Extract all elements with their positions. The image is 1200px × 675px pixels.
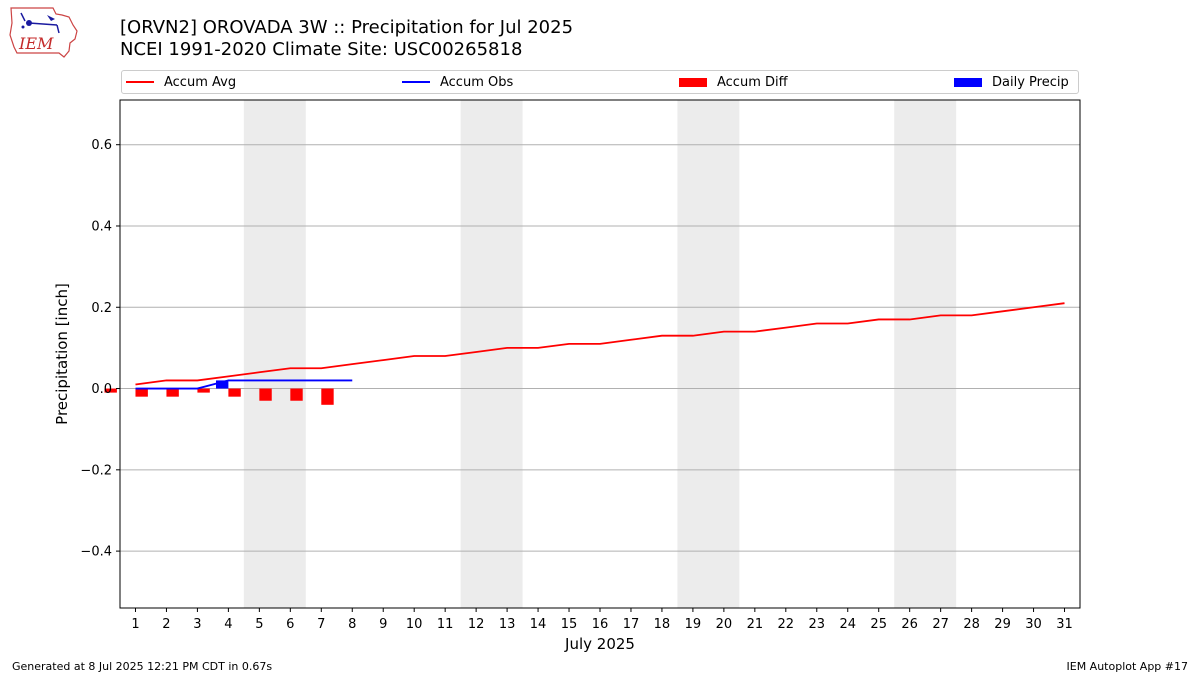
legend-item-accum-diff: Accum Diff [679,71,788,93]
x-tick-label: 31 [1056,617,1073,632]
y-tick-label: −0.2 [80,463,112,478]
x-tick-label: 21 [747,617,764,632]
weekend-band [894,100,957,608]
x-tick-label: 11 [437,617,454,632]
x-tick-label: 28 [963,617,980,632]
accum-diff-bar [166,388,179,397]
x-axis-label: July 2025 [564,635,635,653]
x-tick-label: 16 [592,617,609,632]
weekend-band [460,100,523,608]
accum-diff-bar [321,388,334,405]
x-tick-label: 4 [224,617,232,632]
x-tick-label: 3 [193,617,201,632]
chart-title: [ORVN2] OROVADA 3W :: Precipitation for … [120,17,574,38]
x-tick-label: 9 [379,617,387,632]
logo-text: IEM [18,34,54,53]
app-credit: IEM Autoplot App #17 [1066,660,1189,673]
x-tick-label: 29 [994,617,1011,632]
y-tick-label: 0.0 [91,382,112,397]
x-tick-label: 5 [255,617,263,632]
x-tick-label: 1 [131,617,139,632]
x-tick-label: 2 [162,617,170,632]
x-tick-label: 13 [499,617,516,632]
y-tick-label: −0.4 [80,545,112,560]
x-tick-label: 27 [932,617,949,632]
legend-swatch-daily-precip [954,77,982,87]
x-tick-label: 8 [348,617,356,632]
x-tick-label: 6 [286,617,294,632]
x-tick-label: 24 [839,617,856,632]
x-tick-label: 22 [778,617,795,632]
x-tick-label: 19 [685,617,702,632]
x-tick-label: 12 [468,617,485,632]
y-axis-label: Precipitation [inch] [53,283,71,425]
x-tick-label: 25 [870,617,887,632]
legend-label-accum-diff: Accum Diff [717,74,788,90]
y-tick-label: 0.4 [91,219,112,234]
legend-swatch-accum-diff [679,77,707,87]
x-tick-label: 26 [901,617,918,632]
x-tick-label: 10 [406,617,423,632]
accum-avg-line [135,302,1065,386]
legend-swatch-accum-avg [126,81,154,83]
x-tick-label: 17 [623,617,640,632]
legend-item-accum-obs: Accum Obs [402,71,513,93]
x-tick-label: 15 [561,617,578,632]
x-tick-label: 20 [716,617,733,632]
x-tick-label: 7 [317,617,325,632]
x-tick-label: 30 [1025,617,1042,632]
x-tick-label: 18 [654,617,671,632]
y-tick-label: 0.6 [91,138,112,153]
accum-diff-bar [259,388,272,401]
legend-label-accum-avg: Accum Avg [164,74,237,90]
weekend-band [243,100,306,608]
legend-label-daily-precip: Daily Precip [992,74,1069,90]
legend-label-accum-obs: Accum Obs [440,74,514,90]
daily-precip-bar [216,380,229,389]
accum-diff-bar [104,388,117,393]
legend-item-daily-precip: Daily Precip [954,71,1069,93]
legend-swatch-accum-obs [402,81,430,83]
accum-diff-bar [228,388,241,397]
iem-logo-icon: IEM [9,7,78,58]
chart-legend: Accum Avg Accum Obs Accum Diff Daily Pre… [121,70,1079,94]
chart-subtitle: NCEI 1991-2020 Climate Site: USC00265818 [120,39,523,60]
accum-diff-bar [197,388,210,393]
x-tick-label: 14 [530,617,547,632]
generated-timestamp: Generated at 8 Jul 2025 12:21 PM CDT in … [12,660,273,673]
y-tick-label: 0.2 [91,301,112,316]
accum-diff-bar [290,388,303,401]
x-tick-label: 23 [809,617,826,632]
accum-diff-bar [135,388,148,397]
weekend-band [677,100,740,608]
legend-item-accum-avg: Accum Avg [126,71,236,93]
accum-obs-line [135,379,353,390]
